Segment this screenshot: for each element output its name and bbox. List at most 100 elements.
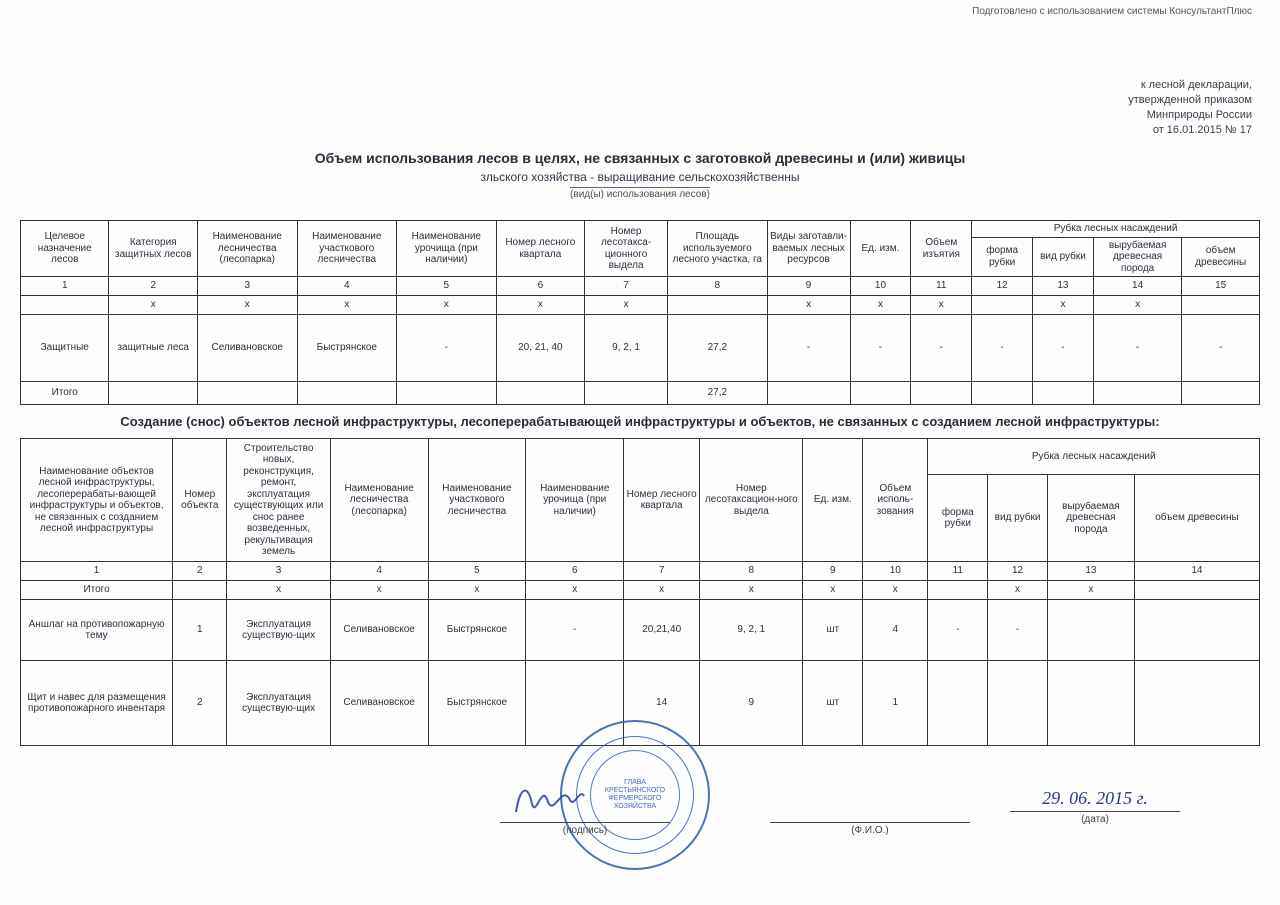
t1-header: Площадь используемого лесного участка, г…: [668, 221, 768, 277]
subtitle-caption: (вид(ы) использования лесов): [570, 187, 710, 200]
t1-colnum: 13: [1033, 277, 1094, 296]
t1-total-cell: [197, 382, 297, 405]
name-label: (Ф.И.О.): [770, 822, 970, 836]
t1-cell: -: [911, 315, 972, 382]
t1-cell: -: [850, 315, 911, 382]
t1-total-cell: [1033, 382, 1094, 405]
t2-cell: [1134, 661, 1259, 746]
t1-total-cell: [109, 382, 197, 405]
t2-header: Наименование урочища (при наличии): [526, 439, 624, 562]
signature-slot-sign: (подпись): [500, 788, 670, 836]
t1-header: Номер лесотакса-ционного выдела: [585, 221, 668, 277]
t2-header: объем древесины: [1134, 475, 1259, 562]
t1-x: x: [496, 296, 584, 315]
t2-cell: шт: [803, 661, 863, 746]
t2-header: Наименование объектов лесной инфраструкт…: [21, 439, 173, 562]
t1-colnum: 5: [397, 277, 497, 296]
t1-header: Наименование участкового лесничества: [297, 221, 397, 277]
t1-cell: Селивановское: [197, 315, 297, 382]
t1-total-cell: [911, 382, 972, 405]
t2-cell: -: [988, 600, 1048, 661]
t2-x: x: [624, 581, 700, 600]
t2-x: [928, 581, 988, 600]
t1-colnum: 1: [21, 277, 109, 296]
t1-cell: -: [972, 315, 1033, 382]
t1-x: [1182, 296, 1260, 315]
t1-total-cell: [972, 382, 1033, 405]
t1-header: вырубаемая древесная порода: [1093, 237, 1181, 277]
t1-cell: 9, 2, 1: [585, 315, 668, 382]
t1-header: Объем изъятия: [911, 221, 972, 277]
t1-cell: -: [1093, 315, 1181, 382]
handwritten-date: 29. 06. 2015 г.: [1010, 788, 1180, 809]
t2-cell: Эксплуатация существую-щих: [227, 600, 330, 661]
t2-cell: 1: [863, 661, 928, 746]
t2-x: x: [803, 581, 863, 600]
t1-cell: -: [1182, 315, 1260, 382]
section2-title: Создание (снос) объектов лесной инфрастр…: [0, 414, 1280, 429]
t2-cell: Быстрянское: [428, 600, 526, 661]
t2-cell: Аншлаг на противопожарную тему: [21, 600, 173, 661]
t2-cell: 2: [173, 661, 227, 746]
table1-container: Целевое назначение лесовКатегория защитн…: [20, 220, 1260, 405]
t2-x: [173, 581, 227, 600]
t1-x: [668, 296, 768, 315]
t2-header: Наименование лесничества (лесопарка): [330, 439, 428, 562]
main-title: Объем использования лесов в целях, не св…: [0, 150, 1280, 166]
t2-colnum: 14: [1134, 562, 1259, 581]
t2-x: x: [988, 581, 1048, 600]
t2-cell: -: [928, 600, 988, 661]
t2-colnum: 3: [227, 562, 330, 581]
t2-colnum: 5: [428, 562, 526, 581]
t1-cell: -: [767, 315, 850, 382]
t1-header: Наименование урочища (при наличии): [397, 221, 497, 277]
signature-label: (подпись): [500, 822, 670, 836]
t1-colnum: 9: [767, 277, 850, 296]
t2-colnum: 7: [624, 562, 700, 581]
t1-total-cell: [297, 382, 397, 405]
t1-colnum: 2: [109, 277, 197, 296]
t1-total-cell: 27,2: [668, 382, 768, 405]
t1-total-cell: [1093, 382, 1181, 405]
t1-cell: Быстрянское: [297, 315, 397, 382]
t2-x: [1134, 581, 1259, 600]
t1-colnum: 15: [1182, 277, 1260, 296]
t2-colnum: 6: [526, 562, 624, 581]
t2-colnum: 8: [700, 562, 803, 581]
t1-total-cell: [1182, 382, 1260, 405]
t2-header: вырубаемая древесная порода: [1047, 475, 1134, 562]
t2-cell: шт: [803, 600, 863, 661]
t1-x: x: [297, 296, 397, 315]
t1-colnum: 4: [297, 277, 397, 296]
t2-header: вид рубки: [988, 475, 1048, 562]
t2-cell: [1047, 661, 1134, 746]
t1-total-cell: [496, 382, 584, 405]
t2-cell: -: [526, 600, 624, 661]
t1-x: x: [1033, 296, 1094, 315]
t2-colnum: 10: [863, 562, 928, 581]
t2-header: Номер лесотаксацион-ного выдела: [700, 439, 803, 562]
t2-cell: 9, 2, 1: [700, 600, 803, 661]
t2-x: Итого: [21, 581, 173, 600]
t2-x: x: [1047, 581, 1134, 600]
t1-colnum: 3: [197, 277, 297, 296]
t2-cell: Селивановское: [330, 661, 428, 746]
signatures-area: (подпись) (Ф.И.О.) 29. 06. 2015 г. (дата…: [0, 788, 1280, 888]
t1-total-cell: [585, 382, 668, 405]
t1-header-group: Рубка лесных насаждений: [972, 221, 1260, 238]
t2-colnum: 2: [173, 562, 227, 581]
t2-colnum: 12: [988, 562, 1048, 581]
t2-cell: 20,21,40: [624, 600, 700, 661]
t1-x: [21, 296, 109, 315]
t1-cell: -: [397, 315, 497, 382]
t1-header: Наименование лесничества (лесопарка): [197, 221, 297, 277]
t2-header: Номер лесного квартала: [624, 439, 700, 562]
t1-colnum: 14: [1093, 277, 1181, 296]
t2-cell: [988, 661, 1048, 746]
table1: Целевое назначение лесовКатегория защитн…: [20, 220, 1260, 405]
t1-cell: -: [1033, 315, 1094, 382]
t2-header: Наименование участкового лесничества: [428, 439, 526, 562]
table2-container: Наименование объектов лесной инфраструкт…: [20, 438, 1260, 746]
t1-header: Целевое назначение лесов: [21, 221, 109, 277]
t2-cell: [1047, 600, 1134, 661]
